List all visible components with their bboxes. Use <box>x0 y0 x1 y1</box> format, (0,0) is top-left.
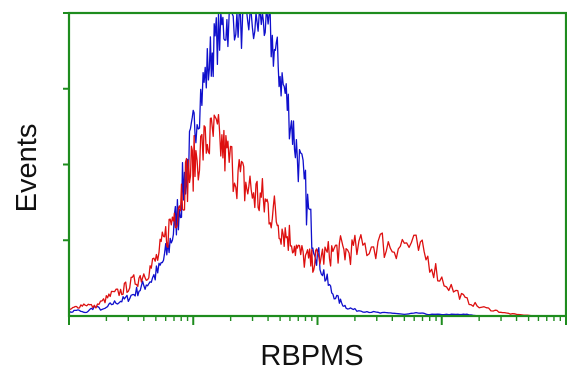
y-axis-ticks <box>63 12 69 242</box>
histogram-series-2 <box>68 113 566 317</box>
axes-layer <box>63 11 567 325</box>
x-axis-ticks <box>68 316 567 325</box>
series-layer <box>68 12 566 317</box>
x-axis-label: RBPMS <box>260 340 363 372</box>
y-axis-label: Events <box>11 124 43 213</box>
plot-frame <box>67 11 567 318</box>
histogram-series-1 <box>68 12 566 317</box>
